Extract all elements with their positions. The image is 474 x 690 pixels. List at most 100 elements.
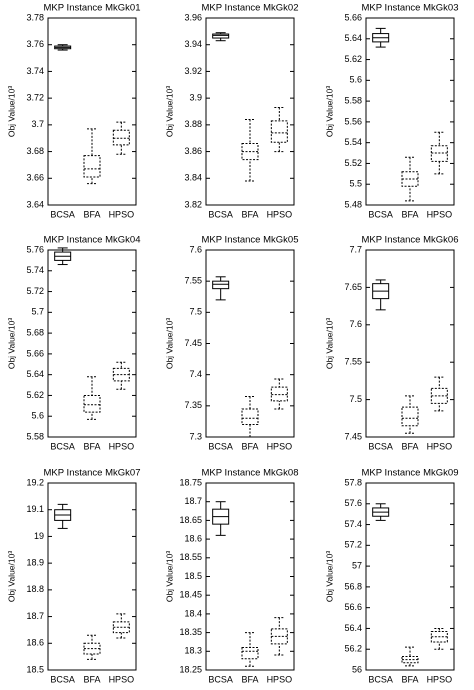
y-tick-label: 3.76 [26,39,44,49]
y-tick-label: 18.75 [179,477,202,487]
y-tick-label: 5.64 [26,369,44,379]
x-tick-label: BFA [401,209,418,219]
y-tick-label: 5.76 [26,244,44,254]
y-tick-label: 5.66 [344,12,362,22]
box [83,394,101,413]
y-tick-label: 7.55 [344,357,362,367]
x-tick-label: BFA [83,441,100,451]
y-tick-label: 7.5 [189,307,202,317]
y-tick-label: 19 [34,531,44,541]
box [112,129,130,146]
y-tick-label: 5.56 [344,116,362,126]
y-tick-label: 57 [352,560,362,570]
y-tick-label: 18.7 [184,496,202,506]
x-tick-label: BFA [241,209,258,219]
box [401,406,419,427]
y-tick-label: 7.35 [184,400,202,410]
y-axis-label: Obj Value/10³ [6,318,16,370]
x-tick-label: HPSO [267,441,293,451]
chart-title: MKP Instance MkGk04 [44,235,141,246]
box [241,647,259,660]
y-tick-label: 18.9 [26,558,44,568]
y-tick-label: 5.66 [26,348,44,358]
x-tick-label: BCSA [208,209,233,219]
y-tick-label: 56.2 [344,644,362,654]
box [241,408,259,426]
x-tick-label: BCSA [50,209,75,219]
y-axis-label: Obj Value/10³ [164,551,174,603]
y-tick-label: 18.5 [26,664,44,674]
y-tick-label: 3.96 [184,12,202,22]
y-tick-label: 5.72 [26,286,44,296]
y-tick-label: 18.8 [26,584,44,594]
y-tick-label: 18.5 [184,571,202,581]
y-tick-label: 3.7 [31,119,44,129]
y-tick-label: 3.72 [26,93,44,103]
y-tick-label: 57.8 [344,477,362,487]
chart-title: MKP Instance MkGk03 [362,3,459,14]
x-tick-label: HPSO [109,209,135,219]
chart-title: MKP Instance MkGk07 [44,468,141,479]
x-tick-label: HPSO [109,674,135,684]
x-tick-label: BFA [83,209,100,219]
y-tick-label: 7.65 [344,282,362,292]
y-tick-label: 5.52 [344,158,362,168]
plot-frame [47,249,137,438]
x-tick-label: BFA [83,674,100,684]
y-tick-label: 18.45 [179,590,202,600]
y-tick-label: 7.6 [349,319,362,329]
y-tick-label: 3.92 [184,66,202,76]
y-tick-label: 5.58 [26,431,44,441]
y-tick-label: 3.86 [184,146,202,156]
y-tick-label: 5.5 [349,179,362,189]
x-tick-label: BFA [401,441,418,451]
y-tick-label: 18.7 [26,611,44,621]
y-tick-label: 5.58 [344,95,362,105]
y-tick-label: 5.62 [344,54,362,64]
y-tick-label: 56.6 [344,602,362,612]
x-tick-label: HPSO [109,441,135,451]
x-tick-label: BFA [241,674,258,684]
chart-title: MKP Instance MkGk01 [44,3,141,14]
y-tick-label: 18.65 [179,515,202,525]
plot-frame [365,482,455,671]
y-tick-label: 7.45 [184,338,202,348]
box [430,145,448,162]
box [270,120,288,143]
plot-frame [205,17,295,206]
x-tick-label: BCSA [368,209,393,219]
y-tick-label: 3.66 [26,173,44,183]
y-tick-label: 3.68 [26,146,44,156]
y-tick-label: 7.55 [184,276,202,286]
y-tick-label: 18.6 [26,638,44,648]
y-tick-label: 19.2 [26,477,44,487]
plot-frame [47,17,137,206]
x-tick-label: BCSA [208,674,233,684]
x-tick-label: BCSA [368,674,393,684]
chart-title: MKP Instance MkGk06 [362,235,459,246]
y-tick-label: 3.94 [184,39,202,49]
x-tick-label: HPSO [267,209,293,219]
y-tick-label: 3.9 [189,93,202,103]
y-tick-label: 5.68 [26,327,44,337]
y-axis-label: Obj Value/10³ [6,551,16,603]
x-tick-label: BCSA [208,441,233,451]
x-tick-label: BFA [401,674,418,684]
y-axis-label: Obj Value/10³ [164,318,174,370]
y-tick-label: 7.7 [349,244,362,254]
y-tick-label: 18.4 [184,608,202,618]
y-tick-label: 5.6 [31,411,44,421]
plot-frame [365,249,455,438]
y-tick-label: 5.64 [344,33,362,43]
y-axis-label: Obj Value/10³ [6,86,16,138]
y-tick-label: 56.4 [344,623,362,633]
y-tick-label: 7.4 [189,369,202,379]
y-tick-label: 3.78 [26,12,44,22]
box [270,386,288,402]
y-tick-label: 5.54 [344,137,362,147]
y-tick-label: 5.48 [344,199,362,209]
y-tick-label: 5.62 [26,390,44,400]
y-tick-label: 5.7 [31,307,44,317]
plot-frame [365,17,455,206]
